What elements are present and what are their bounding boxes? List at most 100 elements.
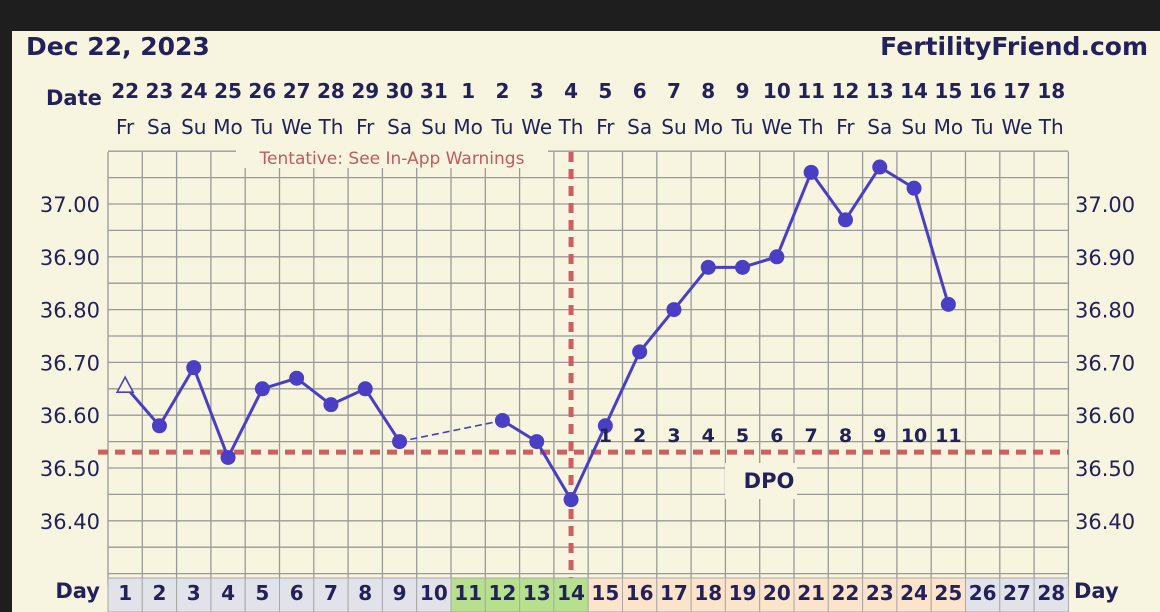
date-label: 23	[146, 79, 174, 103]
dpo-number: 3	[667, 425, 680, 447]
date-label: 25	[214, 79, 242, 103]
day-cell	[965, 577, 1001, 612]
weekday-label: We	[521, 115, 552, 139]
day-cell	[1033, 577, 1069, 612]
cycle-day-label: 24	[900, 581, 928, 605]
cycle-day-label: 10	[420, 581, 448, 605]
dpo-number: 6	[770, 425, 783, 447]
date-label: 6	[633, 79, 647, 103]
day-cell	[862, 577, 898, 612]
dpo-number: 8	[839, 425, 852, 447]
y-tick-left: 36.70	[40, 351, 100, 375]
temperature-line	[569, 425, 607, 501]
temperature-point	[494, 412, 510, 428]
temperature-point	[563, 492, 579, 508]
cycle-day-label: 27	[1003, 581, 1031, 605]
cycle-day-label: 19	[729, 581, 757, 605]
day-cell	[176, 577, 212, 612]
weekday-label: Sa	[147, 115, 172, 139]
temperature-line	[775, 171, 813, 258]
y-tick-right: 36.60	[1075, 404, 1135, 428]
dpo-number: 4	[702, 425, 715, 447]
cycle-day-label: 13	[523, 581, 551, 605]
temperature-point	[700, 259, 716, 275]
date-label: 8	[701, 79, 715, 103]
date-label: 10	[763, 79, 791, 103]
day-cell	[930, 577, 967, 612]
cycle-day-label: 7	[324, 581, 338, 605]
weekday-label: Su	[181, 115, 206, 139]
date-label: 16	[969, 79, 997, 103]
day-cell	[210, 577, 246, 612]
date-label: 29	[351, 79, 379, 103]
temperature-point	[632, 344, 648, 360]
cycle-day-label: 8	[358, 581, 372, 605]
weekday-label: Tu	[971, 115, 994, 139]
cycle-day-label: 23	[866, 581, 894, 605]
date-label: 24	[180, 79, 208, 103]
site-name[interactable]: FertilityFriend.com	[880, 32, 1148, 61]
date-row-label: Date	[46, 86, 102, 110]
date-label: 15	[934, 79, 962, 103]
temperature-line	[809, 171, 847, 221]
date-label: 12	[832, 79, 860, 103]
cycle-day-label: 2	[152, 581, 166, 605]
cycle-day-label: 25	[934, 581, 962, 605]
day-cell	[690, 577, 726, 612]
weekday-label: We	[281, 115, 312, 139]
weekday-label: Su	[901, 115, 926, 139]
cycle-day-label: 17	[660, 581, 688, 605]
date-label: 7	[667, 79, 681, 103]
warning-text: Tentative: See In-App Warnings	[259, 149, 525, 169]
cycle-day-label: 16	[626, 581, 654, 605]
warning-bg	[236, 144, 548, 168]
cycle-day-label: 21	[797, 581, 825, 605]
cycle-day-label: 26	[969, 581, 997, 605]
temperature-point-triangle	[115, 375, 135, 393]
cycle-day-label: 9	[393, 581, 407, 605]
y-tick-left: 36.40	[40, 510, 100, 534]
day-cell	[107, 577, 143, 612]
temperature-line	[638, 308, 676, 353]
cycle-day-label: 28	[1037, 581, 1065, 605]
day-cell	[450, 577, 486, 612]
weekday-label: Su	[661, 115, 686, 139]
temperature-line	[912, 187, 950, 305]
weekday-label: Mo	[934, 115, 964, 139]
date-label: 5	[598, 79, 612, 103]
temperature-point	[735, 259, 751, 275]
dpo-number: 7	[805, 425, 818, 447]
cycle-day-label: 12	[489, 581, 517, 605]
temperature-line	[226, 388, 264, 459]
cycle-day-label: 6	[290, 581, 304, 605]
weekday-label: Fr	[356, 115, 375, 139]
y-tick-right: 36.80	[1075, 299, 1135, 323]
weekday-label: We	[1001, 115, 1032, 139]
chart-panel	[12, 31, 1160, 612]
weekday-label: Th	[558, 115, 584, 139]
temperature-point	[186, 360, 202, 376]
temperature-point	[357, 381, 373, 397]
weekday-label: Su	[421, 115, 446, 139]
day-cell	[279, 577, 315, 612]
y-tick-right: 36.70	[1075, 351, 1135, 375]
cycle-day-label: 1	[118, 581, 132, 605]
temperature-point	[529, 434, 545, 450]
date-label: 27	[283, 79, 311, 103]
temperature-point	[392, 434, 408, 450]
day-cell	[656, 577, 692, 612]
date-label: 9	[736, 79, 750, 103]
date-label: 18	[1037, 79, 1065, 103]
date-label: 11	[797, 79, 825, 103]
day-cell	[896, 577, 932, 612]
cycle-day-label: 22	[832, 581, 860, 605]
date-label: 26	[248, 79, 276, 103]
cycle-day-label: 5	[255, 581, 269, 605]
y-tick-left: 36.90	[40, 246, 100, 270]
y-tick-right: 36.90	[1075, 246, 1135, 270]
temperature-line	[535, 440, 573, 501]
weekday-label: Sa	[387, 115, 412, 139]
weekday-label: Mo	[213, 115, 243, 139]
temperature-line	[363, 387, 401, 443]
